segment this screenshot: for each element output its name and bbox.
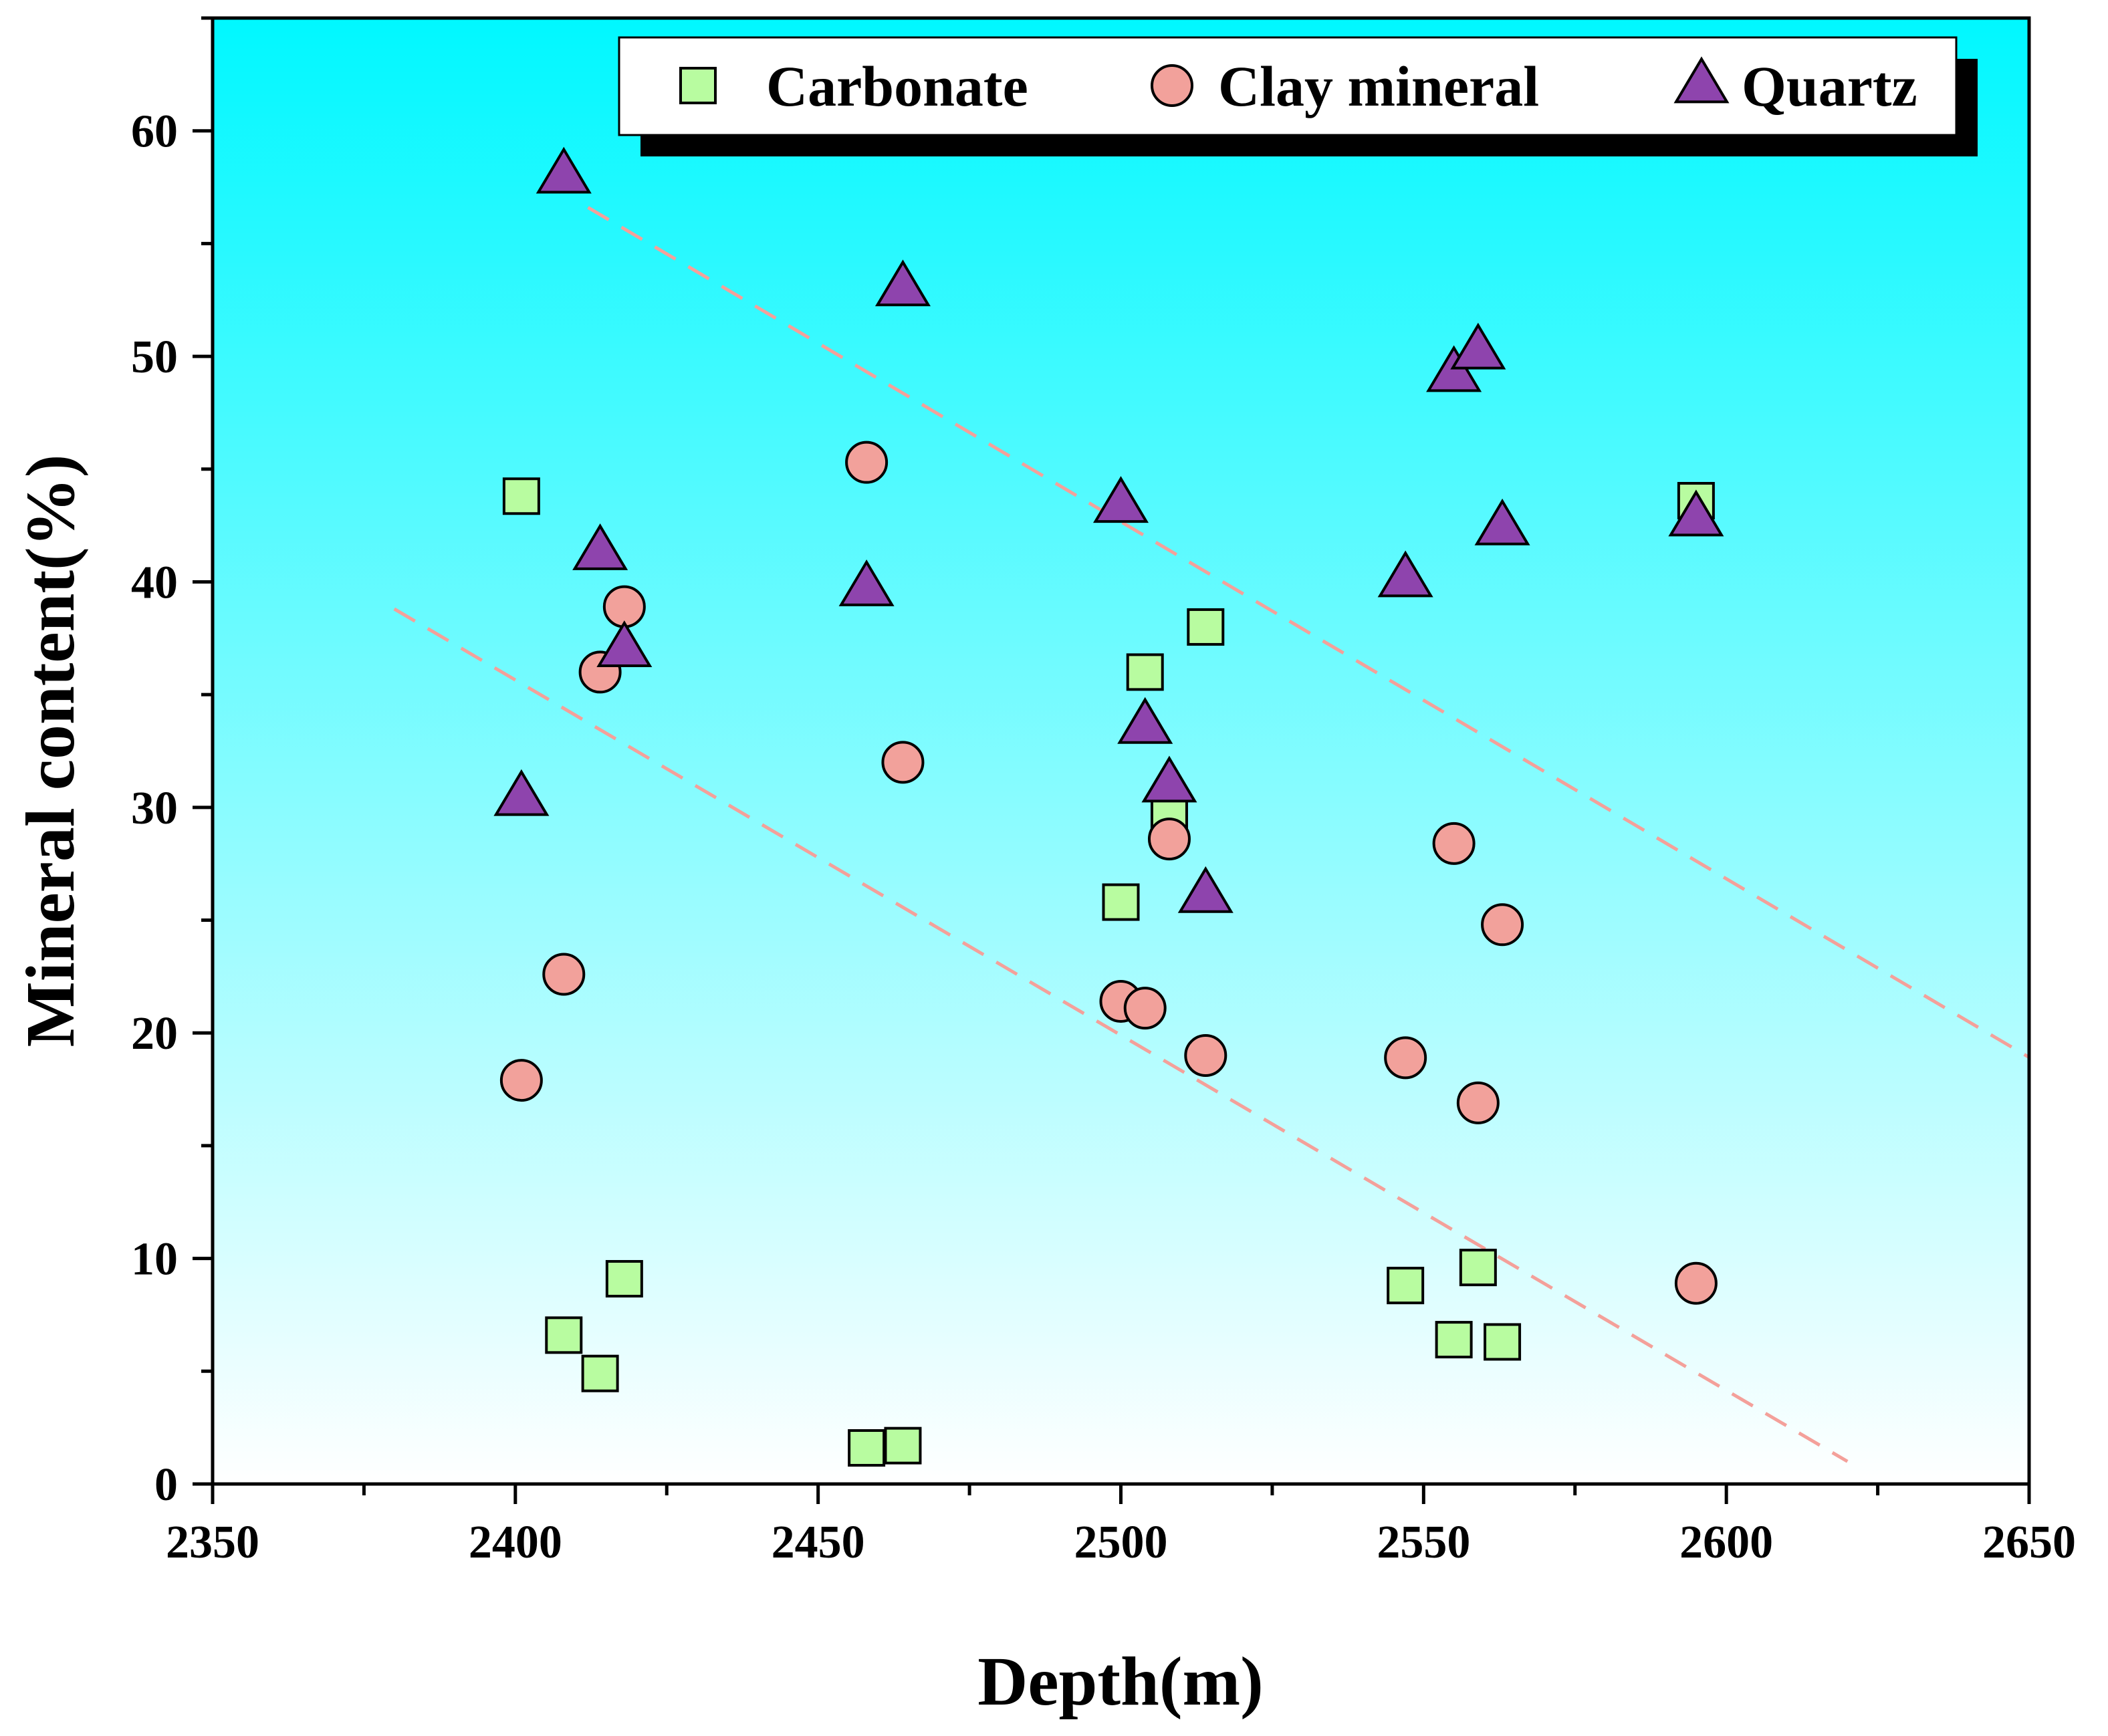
legend-label: Clay mineral — [1218, 54, 1539, 118]
x-tick-label: 2350 — [166, 1517, 259, 1568]
circle-point — [845, 441, 889, 484]
triangle-point — [1117, 697, 1173, 744]
y-tick-label: 30 — [131, 783, 178, 834]
upper-trend-line — [587, 206, 2029, 1060]
legend-item: Quartz — [1673, 54, 1917, 118]
triangle-point — [493, 769, 550, 816]
legend: Carbonate Clay mineral Quartz — [618, 36, 1978, 156]
triangle-point — [1177, 866, 1234, 913]
trend-lines — [393, 206, 2029, 1463]
square-point — [1126, 653, 1164, 691]
axis-ticks — [193, 16, 2031, 1504]
legend-label: Carbonate — [766, 54, 1028, 118]
series-quartz — [493, 146, 1724, 913]
x-tick-label: 2450 — [772, 1517, 865, 1568]
square-point — [605, 1259, 643, 1297]
x-tick-label: 2650 — [1982, 1517, 2076, 1568]
x-axis-title: Depth(m) — [977, 1643, 1263, 1720]
square-point — [884, 1427, 922, 1465]
circle-point — [1123, 987, 1167, 1030]
square-point — [848, 1429, 886, 1467]
circle-point — [499, 1059, 543, 1102]
y-tick-label: 20 — [131, 1008, 178, 1060]
y-tick-label: 50 — [131, 332, 178, 383]
square-point — [1484, 1323, 1522, 1361]
triangle-point — [874, 259, 931, 307]
lower-trend-line — [393, 607, 1849, 1463]
y-tick-label: 40 — [131, 557, 178, 608]
legend-item: Clay mineral — [1151, 54, 1539, 118]
triangle-point — [572, 523, 628, 570]
triangle-point — [838, 559, 895, 606]
legend-box — [618, 36, 1958, 136]
triangle-point — [536, 146, 592, 194]
circle-point — [1432, 822, 1476, 865]
x-tick-label: 2600 — [1679, 1517, 1773, 1568]
triangle-point — [596, 620, 653, 667]
triangle-point — [1450, 322, 1506, 370]
y-tick-label: 0 — [154, 1459, 178, 1511]
triangle-point — [1474, 498, 1530, 545]
square-point — [1435, 1321, 1473, 1359]
series-clay-mineral — [499, 441, 1718, 1305]
square-point — [1459, 1249, 1497, 1287]
circle-point — [1456, 1081, 1500, 1124]
legend-circle-icon — [1151, 64, 1193, 107]
circle-point — [1674, 1261, 1718, 1305]
triangle-point — [1377, 550, 1433, 598]
triangle-point — [1668, 489, 1724, 537]
circle-point — [881, 741, 925, 784]
x-tick-label: 2500 — [1074, 1517, 1168, 1568]
legend-item: Carbonate — [679, 54, 1028, 118]
triangle-point — [1092, 476, 1149, 523]
circle-point — [542, 953, 586, 996]
square-point — [581, 1354, 619, 1392]
triangle-point — [1141, 755, 1197, 803]
circle-point — [1384, 1036, 1427, 1080]
data-points — [493, 146, 1724, 1467]
square-point — [1387, 1267, 1425, 1305]
y-tick-label: 60 — [131, 106, 178, 158]
x-tick-label: 2550 — [1377, 1517, 1470, 1568]
circle-point — [1184, 1033, 1227, 1077]
square-point — [502, 477, 540, 515]
legend-square-icon — [679, 67, 717, 104]
legend-label: Quartz — [1742, 54, 1917, 118]
y-axis-title: Mineral content(%) — [12, 455, 89, 1047]
square-point — [545, 1316, 583, 1354]
circle-point — [1481, 903, 1524, 947]
square-point — [1102, 883, 1140, 921]
y-tick-label: 10 — [131, 1234, 178, 1285]
circle-point — [1147, 818, 1191, 861]
legend-triangle-icon — [1673, 56, 1730, 104]
square-point — [1187, 608, 1225, 646]
plot-background — [213, 18, 2029, 1484]
x-tick-label: 2400 — [469, 1517, 562, 1568]
axis-tick-labels: 2350 2400 2450 2500 2550 2600 2650 0 10 20 30 40 50 6… — [131, 106, 2076, 1568]
